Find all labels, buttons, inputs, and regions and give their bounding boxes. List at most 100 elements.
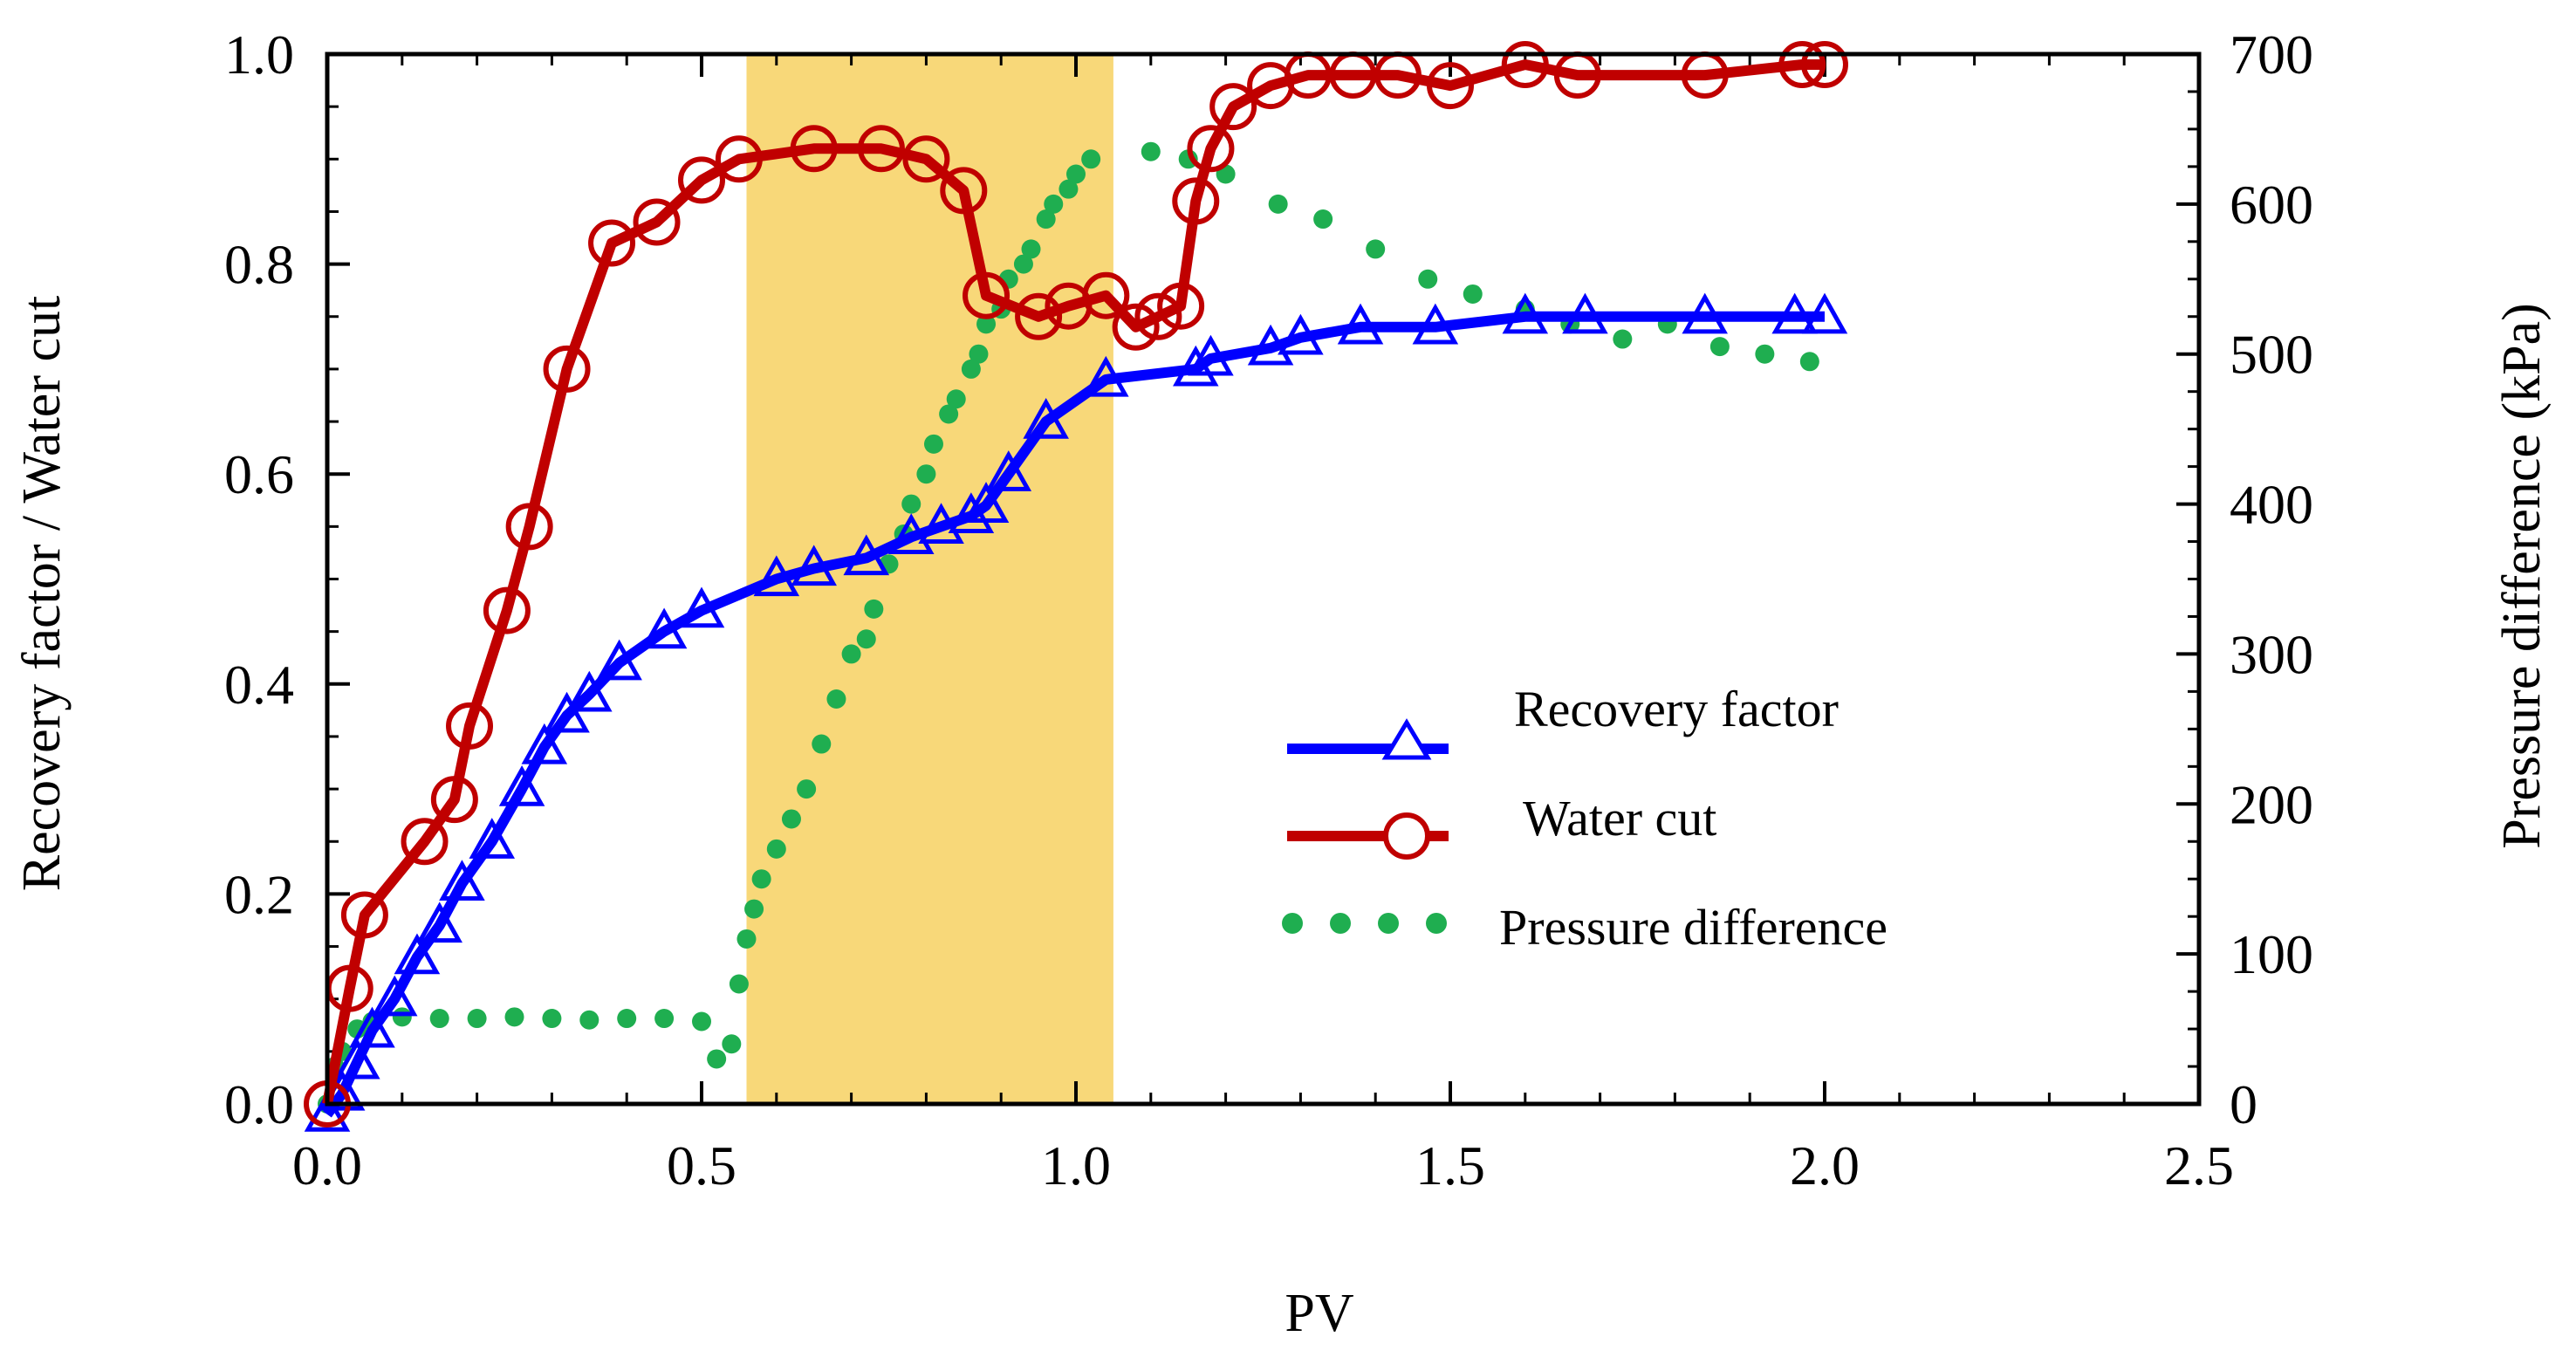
y2-axis-title: Pressure difference (kPa) <box>2492 303 2552 848</box>
recovery-factor-point <box>439 860 485 901</box>
water-cut-point <box>790 125 838 173</box>
x-tick-label: 2.5 <box>2164 1134 2234 1196</box>
pressure-difference-point <box>916 464 936 484</box>
y-tick-label: 1.0 <box>224 24 294 86</box>
pressure-difference-point <box>542 1009 562 1029</box>
x-tick-label: 0.0 <box>292 1134 362 1196</box>
x-tick-label: 0.5 <box>667 1134 736 1196</box>
water-cut-point <box>430 776 478 824</box>
pressure-difference-point <box>939 404 959 424</box>
y2-tick-label: 200 <box>2230 773 2313 835</box>
recovery-factor-point <box>334 1038 380 1080</box>
recovery-factor-point <box>1801 292 1848 334</box>
y2-tick-label: 500 <box>2230 324 2313 386</box>
water-cut-line <box>322 59 1825 1106</box>
pressure-difference-point <box>1066 164 1086 184</box>
water-cut-point <box>1134 292 1182 340</box>
recovery-factor-point <box>1083 355 1129 397</box>
pressure-difference-point <box>797 779 817 799</box>
legend-dot <box>1330 913 1351 934</box>
pressure-difference-point <box>1021 239 1041 259</box>
recovery-factor-point <box>1682 292 1728 334</box>
pressure-difference-point <box>841 644 861 664</box>
pressure-difference-point <box>976 314 997 334</box>
pressure-difference-point <box>1268 194 1288 214</box>
water-cut-point <box>1172 177 1220 225</box>
recovery-factor-point <box>1771 292 1818 334</box>
y2-tick-label: 700 <box>2230 24 2313 86</box>
water-cut-point <box>963 271 1011 319</box>
pressure-difference-point <box>1013 254 1033 274</box>
pressure-difference-point <box>1613 329 1633 349</box>
pressure-difference-point <box>1313 209 1333 230</box>
water-cut-point <box>633 198 681 246</box>
recovery-factor-point <box>887 513 935 555</box>
legend-item-water-cut: Water cut <box>1287 790 1716 860</box>
recovery-factor-point <box>498 764 545 806</box>
water-cut-point <box>715 135 763 183</box>
recovery-factor-line <box>323 311 1825 1118</box>
y-tick-label: 0.0 <box>224 1073 294 1135</box>
pressure-difference-point <box>1366 239 1386 259</box>
pressure-difference-point <box>1036 209 1056 230</box>
x-tick-label: 1.0 <box>1041 1134 1111 1196</box>
pressure-difference-point <box>1755 344 1775 364</box>
pressure-difference-point <box>856 629 876 649</box>
legend-label-water-cut: Water cut <box>1523 790 1716 847</box>
recovery-factor-point <box>843 534 890 576</box>
legend-label-pressure-difference: Pressure difference <box>1499 899 1887 956</box>
pressure-difference-point <box>1463 284 1483 304</box>
pressure-difference-point <box>901 494 921 514</box>
water-cut-point <box>1209 83 1257 131</box>
water-cut-point <box>1157 282 1205 330</box>
legend-dot <box>1282 913 1303 934</box>
water-cut-point <box>543 345 591 393</box>
water-cut-point <box>1778 41 1826 89</box>
recovery-factor-point <box>641 607 688 649</box>
recovery-factor-point <box>985 450 1032 491</box>
pressure-difference-point <box>766 839 786 859</box>
recovery-factor-point <box>1188 334 1234 376</box>
recovery-factor-point <box>469 818 516 859</box>
pressure-difference-point <box>1141 141 1161 161</box>
pressure-difference-point <box>692 1011 711 1032</box>
tick-labels: 0.0 0.5 1.0 1.5 2.0 2.5 0.0 0.2 0.4 0.6 0.8 1.0 0 100… <box>224 24 2313 1196</box>
water-cut-point <box>940 167 988 215</box>
water-cut-point <box>483 586 531 634</box>
axis-ticks <box>325 52 2201 1106</box>
water-cut-point <box>1112 303 1160 351</box>
pressure-difference-point <box>1709 337 1730 357</box>
legend-item-recovery-factor: Recovery factor <box>1287 681 1839 760</box>
recovery-factor-point <box>753 555 800 597</box>
y-tick-label: 0.2 <box>224 863 294 925</box>
legend-label-recovery-factor: Recovery factor <box>1514 681 1839 737</box>
recovery-factor-point <box>791 545 837 586</box>
recovery-factor-point <box>918 503 964 545</box>
pressure-difference-point <box>946 389 966 409</box>
pressure-difference-point <box>707 1049 727 1069</box>
y-tick-label: 0.8 <box>224 234 294 296</box>
recovery-factor-point <box>1278 313 1324 355</box>
legend-dot <box>1426 913 1447 934</box>
recovery-factor-point <box>596 639 642 681</box>
water-cut-point <box>1427 62 1474 110</box>
recovery-factor-point <box>1337 303 1384 345</box>
recovery-factor-point <box>566 670 613 712</box>
recovery-factor-point <box>1023 397 1069 439</box>
pressure-difference-point <box>744 899 764 919</box>
recovery-factor-point <box>394 933 441 975</box>
recovery-factor-point <box>1247 324 1294 366</box>
legend-marker-triangle <box>1381 718 1432 760</box>
water-cut-point <box>902 135 950 183</box>
water-cut-point <box>1801 41 1848 89</box>
y-tick-label: 0.6 <box>224 443 294 505</box>
pressure-difference-point <box>654 1009 675 1029</box>
water-cut-point <box>401 818 449 866</box>
pressure-difference-point <box>969 344 989 364</box>
water-cut-point <box>1015 292 1063 340</box>
pressure-difference-point <box>826 689 846 709</box>
x-tick-label: 1.5 <box>1415 1134 1485 1196</box>
pressure-difference-point <box>1418 269 1438 289</box>
water-cut-point <box>1187 125 1235 173</box>
y2-tick-label: 600 <box>2230 174 2313 236</box>
